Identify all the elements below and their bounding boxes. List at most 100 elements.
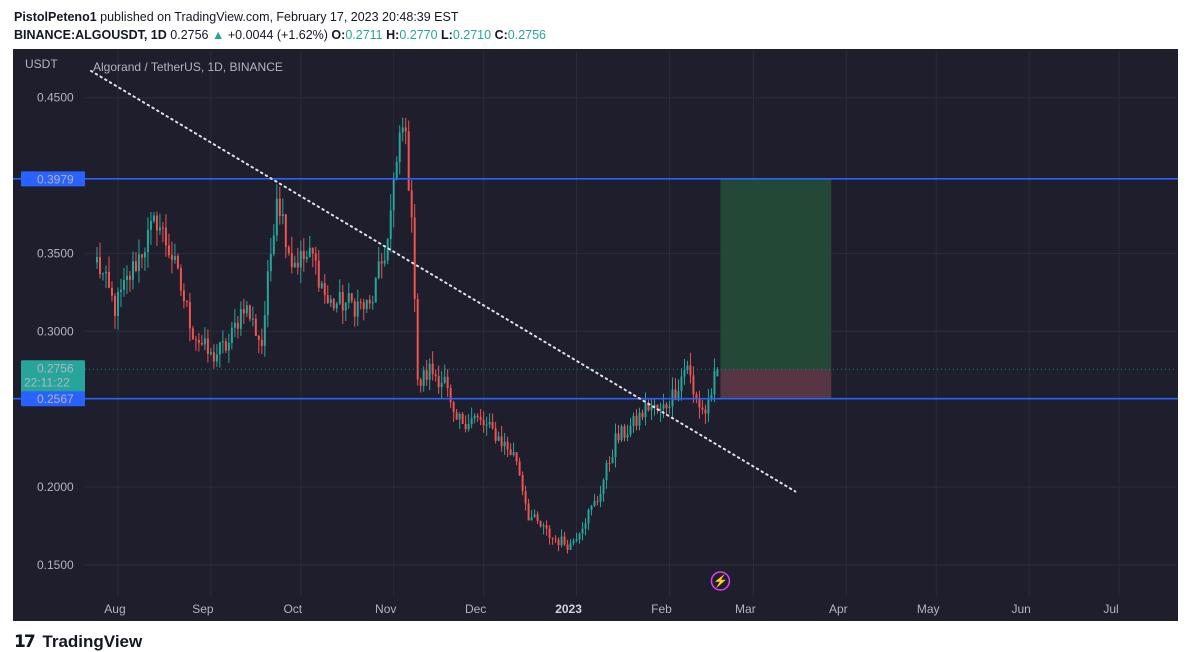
candle-body (344, 302, 347, 311)
x-tick-label: Oct (283, 602, 302, 616)
candle-body (305, 256, 308, 260)
candle-body (452, 402, 455, 413)
candle-body (599, 493, 602, 502)
candle-body (158, 227, 161, 231)
candle-body (371, 302, 374, 304)
candle-body (689, 365, 692, 376)
candle-body (482, 419, 485, 426)
candle-body (635, 415, 638, 426)
candle-body (248, 305, 251, 320)
candle-body (536, 514, 539, 522)
candle-body (716, 369, 719, 377)
candle-body (365, 299, 368, 310)
candle-body (221, 341, 224, 343)
candle-body (143, 252, 146, 258)
candle-body (113, 295, 116, 316)
candle-body (704, 409, 707, 414)
candle-body (335, 303, 338, 309)
candle-body (560, 536, 563, 546)
candle-body (380, 261, 383, 264)
author-name[interactable]: PistolPeteno1 (14, 10, 97, 24)
candle-body (155, 215, 158, 231)
candle-body (578, 533, 581, 540)
candle-body (710, 394, 713, 400)
candle-body (500, 436, 503, 447)
candle-body (518, 461, 521, 475)
candle-body (680, 376, 683, 392)
candle-body (464, 423, 467, 430)
candle-body (506, 441, 509, 450)
candle-body (278, 198, 281, 217)
candle-body (119, 289, 122, 292)
candle-body (458, 413, 461, 420)
candle-body (296, 262, 299, 268)
y-axis-unit-label: USDT (25, 57, 58, 71)
candle-body (317, 260, 320, 288)
candle-body (362, 302, 365, 310)
footer-brand: 𝟭𝟳 TradingView (14, 632, 142, 652)
candle-body (419, 379, 422, 386)
candle-body (671, 389, 674, 407)
candle-body (269, 254, 272, 272)
price-chart[interactable]: 0.4500 0.3500 0.3000 0.2000 0.1500 USDT 0.3979… (13, 49, 1178, 621)
candle-body (230, 327, 233, 343)
candle-body (338, 292, 341, 304)
candle-body (479, 417, 482, 420)
candle-body (692, 375, 695, 395)
candle-body (467, 424, 470, 430)
open-label: O: (331, 28, 346, 42)
chart-panel[interactable]: 0.4500 0.3500 0.3000 0.2000 0.1500 USDT 0.3979… (13, 49, 1178, 621)
candle-body (650, 407, 653, 411)
chart-header-line2: BINANCE:ALGOUSDT, 1D 0.2756 ▲ +0.0044 (+… (14, 28, 546, 42)
candle-body (431, 363, 434, 375)
price-label-text: 0.3979 (37, 172, 74, 186)
candle-body (425, 370, 428, 380)
candle-body (224, 341, 227, 351)
candle-body (356, 301, 359, 317)
candle-body (176, 256, 179, 269)
x-tick-label: Jul (1103, 602, 1118, 616)
price-label-box (21, 171, 85, 187)
candle-body (512, 452, 515, 455)
y-tick-label: 0.3500 (37, 246, 74, 260)
low-label: L: (441, 28, 453, 42)
candle-body (275, 198, 278, 236)
profit-zone (720, 178, 832, 370)
candle-body (167, 245, 170, 256)
stop-zone (720, 369, 832, 399)
candle-body (206, 338, 209, 355)
candle-body (539, 521, 542, 527)
candle-body (602, 480, 605, 494)
candle-body (149, 221, 152, 230)
candle-body (98, 257, 101, 275)
candle-body (683, 370, 686, 377)
candle-body (260, 339, 263, 347)
candle-body (215, 354, 218, 362)
candle-body (605, 462, 608, 481)
candle-body (350, 293, 353, 302)
candle-body (647, 403, 650, 411)
x-tick-label: Mar (735, 602, 756, 616)
candle-body (245, 305, 248, 314)
candle-body (179, 268, 182, 291)
candle-body (584, 523, 587, 529)
low-value: 0.2710 (452, 28, 492, 42)
candle-body (236, 322, 239, 329)
candle-body (707, 399, 710, 414)
candle-body (422, 370, 425, 386)
candle-body (437, 376, 440, 388)
candle-body (203, 338, 206, 345)
tradingview-logo-icon: 𝟭𝟳 (14, 632, 36, 651)
candle-body (494, 428, 497, 441)
candle-body (638, 412, 641, 426)
candle-body (146, 229, 149, 253)
open-value: 0.2711 (345, 28, 383, 42)
candle-body (473, 415, 476, 419)
candle-body (101, 273, 104, 275)
price-label-text: 0.2756 (37, 361, 74, 375)
candle-body (311, 247, 314, 254)
y-tick-label: 0.2000 (37, 480, 74, 494)
candle-body (554, 538, 557, 540)
candle-body (368, 299, 371, 304)
candle-body (281, 214, 284, 217)
